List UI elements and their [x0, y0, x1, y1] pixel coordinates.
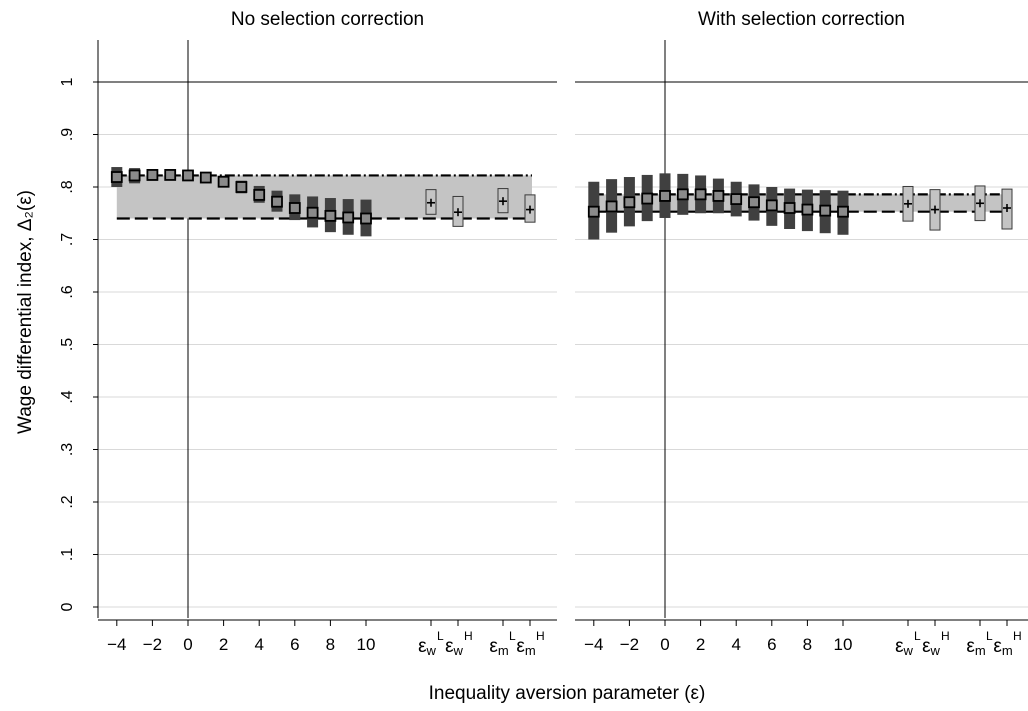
y-tick-label: .3 [59, 443, 76, 456]
x-special-tick-superscript: H [536, 629, 545, 643]
point-estimate-marker [587, 205, 600, 218]
point-estimate-marker [783, 202, 796, 214]
x-tick-label: 0 [183, 635, 192, 654]
y-tick-label: .9 [59, 128, 76, 141]
point-estimate-marker [128, 169, 141, 182]
y-tick-label: .4 [59, 390, 76, 403]
x-tick-label: 6 [290, 635, 299, 654]
x-tick-label: −2 [620, 635, 639, 654]
point-estimate-marker [641, 192, 654, 205]
x-special-tick-label: εm [516, 636, 535, 658]
point-estimate-marker [712, 190, 725, 202]
point-estimate-marker [342, 211, 355, 224]
x-special-tick-superscript: L [986, 629, 993, 643]
x-tick-label: 4 [731, 635, 740, 654]
y-tick-label: .2 [59, 495, 76, 508]
x-special-tick-superscript: H [464, 629, 473, 643]
point-estimate-marker [801, 203, 814, 216]
point-estimate-marker [146, 169, 159, 181]
y-tick-label: .1 [59, 548, 76, 561]
x-tick-label: −4 [584, 635, 603, 654]
y-axis-title: Wage differential index, Δ₂(ε) [15, 190, 36, 434]
x-tick-label: 2 [219, 635, 228, 654]
y-tick-label: .8 [59, 180, 76, 193]
point-estimate-marker [730, 193, 743, 205]
x-special-tick-label: εw [445, 636, 463, 658]
point-estimate-marker [623, 196, 636, 209]
point-estimate-marker [217, 175, 230, 188]
x-tick-label: 8 [803, 635, 812, 654]
point-estimate-marker [164, 169, 177, 181]
point-estimate-marker [360, 212, 372, 225]
x-tick-label: 0 [660, 635, 669, 654]
y-tick-label: .7 [59, 233, 76, 246]
bounds-band [116, 175, 533, 219]
panel-title: No selection correction [231, 9, 424, 30]
point-estimate-marker [819, 204, 832, 217]
chart-panel-2: With selection correction−4 −2 0 2 4 6 8 10 εwL ε… [575, 9, 1028, 658]
point-estimate-marker [288, 202, 301, 214]
point-estimate-marker [110, 171, 123, 183]
x-tick-label: 2 [696, 635, 705, 654]
point-estimate-marker [199, 171, 212, 184]
x-special-tick-label: εm [489, 636, 508, 658]
x-special-tick-superscript: L [914, 629, 921, 643]
x-special-tick-superscript: L [437, 629, 444, 643]
x-tick-label: 4 [254, 635, 263, 654]
x-tick-label: 8 [326, 635, 335, 654]
point-estimate-marker [765, 199, 778, 212]
x-tick-label: 10 [357, 635, 376, 654]
y-tick-label: 1 [59, 77, 76, 86]
panel-title: With selection correction [698, 9, 905, 30]
x-special-tick-label: εw [418, 636, 436, 658]
point-estimate-marker [676, 188, 689, 201]
point-estimate-marker [235, 181, 248, 193]
point-estimate-marker [605, 200, 618, 213]
x-special-tick-label: εw [895, 636, 913, 658]
point-estimate-marker [748, 196, 760, 209]
point-estimate-marker [837, 205, 849, 218]
point-estimate-marker [659, 190, 671, 202]
x-special-tick-superscript: H [1013, 629, 1022, 643]
chart-panel-1: No selection correction 0 .1 .2 .3 .4 .5 .6 .7 .8… [59, 9, 557, 658]
point-estimate-marker [271, 195, 283, 208]
y-tick-label: .5 [59, 338, 76, 351]
x-axis-title: Inequality aversion parameter (ε) [429, 683, 706, 704]
y-tick-label: .6 [59, 285, 76, 298]
point-estimate-marker [324, 209, 337, 222]
x-special-tick-superscript: H [941, 629, 950, 643]
x-special-tick-label: εm [993, 636, 1012, 658]
point-estimate-marker [253, 188, 266, 201]
point-estimate-marker [694, 188, 707, 201]
y-tick-label: 0 [59, 602, 76, 611]
point-estimate-marker [182, 169, 194, 182]
x-tick-label: 6 [767, 635, 776, 654]
point-estimate-marker [306, 206, 319, 219]
x-special-tick-label: εw [922, 636, 940, 658]
x-special-tick-superscript: L [509, 629, 516, 643]
x-special-tick-label: εm [966, 636, 985, 658]
x-tick-label: −2 [143, 635, 162, 654]
bounds-band [593, 194, 1009, 212]
x-tick-label: 10 [834, 635, 853, 654]
x-tick-label: −4 [107, 635, 126, 654]
